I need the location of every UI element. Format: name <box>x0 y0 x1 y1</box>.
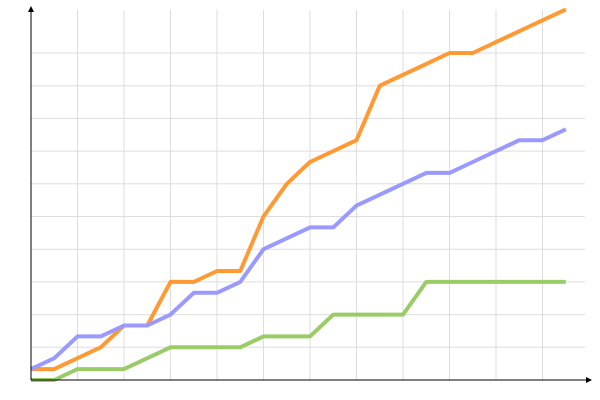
y-axis-arrow-icon <box>28 6 34 12</box>
series-line-3 <box>31 279 566 382</box>
x-axis-arrow-icon <box>586 377 592 383</box>
grid <box>31 10 585 380</box>
series-line-2 <box>30 127 567 371</box>
series-group <box>30 7 567 382</box>
axes <box>28 6 592 383</box>
series-line-1 <box>31 7 567 372</box>
